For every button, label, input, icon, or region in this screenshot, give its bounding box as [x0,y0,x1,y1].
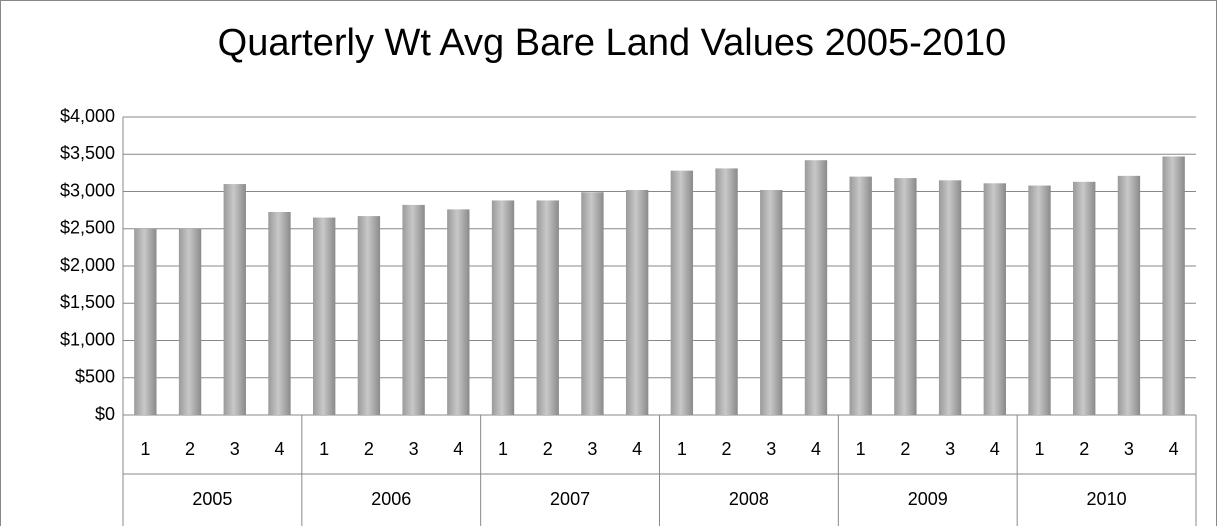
bar [625,190,649,415]
x-tick-label: 4 [1169,439,1179,459]
y-tick-label: $1,000 [60,329,115,349]
bar [1117,175,1141,415]
x-tick-label: 2 [722,439,732,459]
bar [1073,181,1096,415]
x-tick-label: 1 [677,439,687,459]
x-tick-label: 3 [1124,439,1134,459]
x-tick-label: 2 [185,439,195,459]
x-tick-label: 2 [1079,439,1089,459]
bar [760,190,783,415]
x-tick-label: 3 [766,439,776,459]
x-tick-label: 3 [587,439,597,459]
group-label: 2006 [371,489,411,509]
bar [357,216,381,415]
x-tick-label: 1 [140,439,150,459]
bar [849,176,872,415]
bar [894,178,917,415]
group-label: 2009 [908,489,948,509]
bar [983,183,1006,415]
bar [268,211,291,415]
x-tick-label: 1 [856,439,866,459]
y-tick-label: $1,500 [60,292,115,312]
y-tick-label: $2,500 [60,218,115,238]
bar [178,228,202,415]
y-tick-label: $500 [75,367,115,387]
bar [313,217,336,415]
x-tick-label: 4 [990,439,1000,459]
bar [223,184,246,415]
y-tick-label: $3,500 [60,143,115,163]
x-tick-label: 2 [364,439,374,459]
chart-title: Quarterly Wt Avg Bare Land Values 2005-2… [218,22,1007,64]
bar [804,160,828,415]
x-tick-label: 2 [900,439,910,459]
bar [491,200,515,415]
x-tick-label: 3 [230,439,240,459]
x-tick-label: 4 [811,439,821,459]
bar [670,170,694,415]
group-label: 2008 [729,489,769,509]
bar [715,168,738,415]
y-tick-label: $4,000 [60,106,115,126]
bar [402,204,425,415]
x-tick-label: 4 [453,439,463,459]
bar [134,228,157,415]
x-tick-label: 1 [319,439,329,459]
x-tick-label: 1 [1035,439,1045,459]
bar [938,180,962,415]
x-tick-label: 4 [632,439,642,459]
bar [1028,185,1051,415]
bar [536,200,559,415]
y-tick-label: $2,000 [60,255,115,275]
x-tick-label: 1 [498,439,508,459]
x-tick-label: 2 [543,439,553,459]
y-tick-label: $0 [95,404,115,424]
x-tick-label: 3 [945,439,955,459]
x-tick-label: 4 [274,439,284,459]
bar [581,192,604,415]
group-label: 2005 [192,489,232,509]
group-label: 2010 [1087,489,1127,509]
y-tick-label: $3,000 [60,180,115,200]
bar [447,209,470,415]
x-tick-label: 3 [409,439,419,459]
bar [1162,156,1185,416]
group-label: 2007 [550,489,590,509]
